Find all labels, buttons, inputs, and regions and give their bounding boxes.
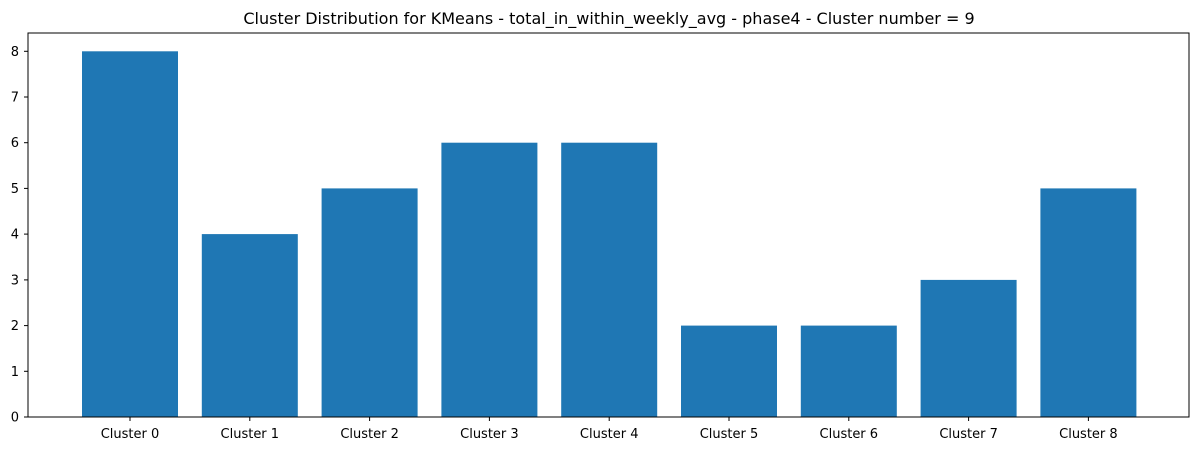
y-tick-label: 6 xyxy=(11,136,19,151)
bar-cluster-6 xyxy=(800,325,897,417)
bar-cluster-5 xyxy=(681,325,777,417)
y-tick-label: 0 xyxy=(11,411,19,426)
y-tick-label: 7 xyxy=(11,91,19,106)
bar-cluster-8 xyxy=(1040,188,1137,417)
bar-cluster-1 xyxy=(201,234,298,417)
chart-title: Cluster Distribution for KMeans - total_… xyxy=(243,9,974,29)
y-tick-label: 4 xyxy=(11,228,19,243)
y-tick-label: 8 xyxy=(11,45,19,60)
y-tick-label: 5 xyxy=(11,182,19,197)
x-tick-label: Cluster 3 xyxy=(460,427,519,442)
bar-cluster-4 xyxy=(561,142,658,417)
x-tick-label: Cluster 6 xyxy=(820,427,879,442)
x-tick-label: Cluster 0 xyxy=(101,427,160,442)
plot-frame xyxy=(27,32,1190,418)
x-tick-label: Cluster 1 xyxy=(221,427,280,442)
x-tick-label: Cluster 5 xyxy=(700,427,759,442)
y-tick-label: 2 xyxy=(11,319,19,334)
bar-cluster-0 xyxy=(82,51,178,418)
x-axis: Cluster 0 Cluster 1 Cluster 2 Cluster 3 Clus… xyxy=(101,417,1118,442)
x-tick-label: Cluster 7 xyxy=(939,427,998,442)
x-tick-label: Cluster 2 xyxy=(340,427,399,442)
bars-layer xyxy=(82,51,1137,418)
x-tick-label: Cluster 4 xyxy=(580,427,639,442)
y-tick-label: 1 xyxy=(11,365,19,380)
y-tick-label: 3 xyxy=(11,273,19,288)
bar-cluster-2 xyxy=(321,188,418,417)
bar-cluster-7 xyxy=(920,279,1017,417)
y-axis: 0 1 2 3 4 5 6 7 8 xyxy=(11,45,28,426)
x-tick-label: Cluster 8 xyxy=(1059,427,1118,442)
bar-cluster-3 xyxy=(441,142,538,417)
